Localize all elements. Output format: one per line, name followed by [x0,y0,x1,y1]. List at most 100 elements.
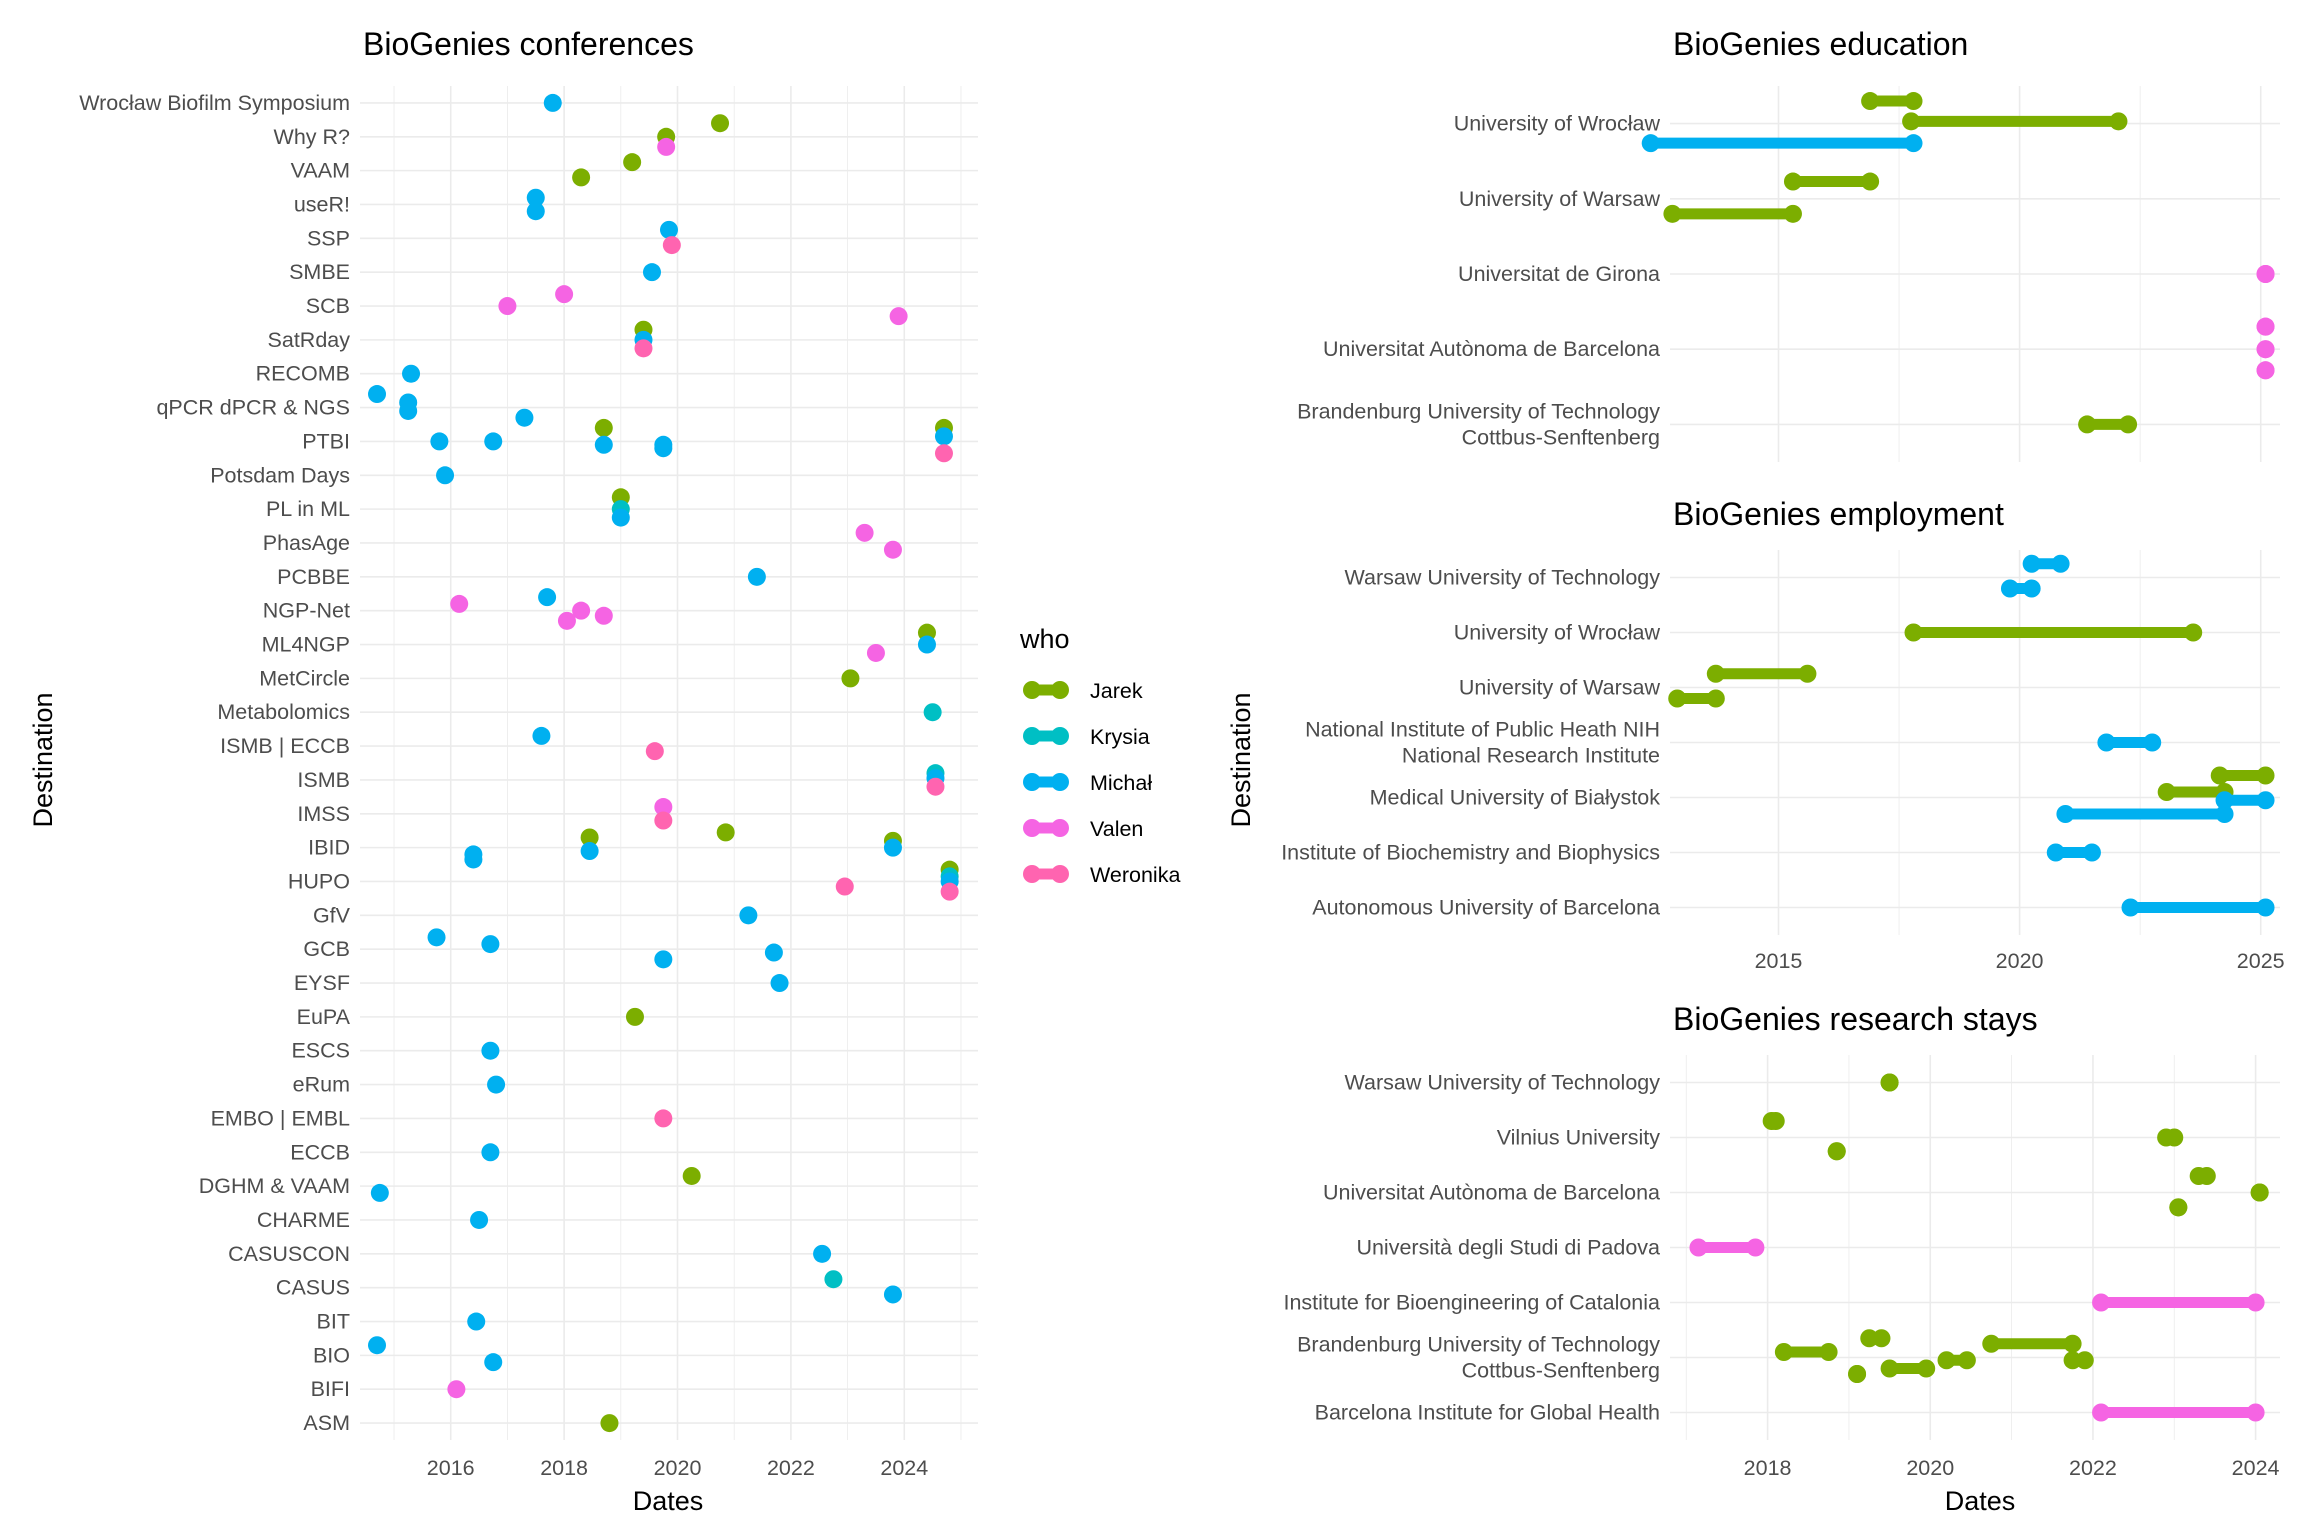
segment-start-jarek [1904,623,1923,642]
point-valen [447,1380,466,1399]
segment-end-jarek [2197,1167,2216,1185]
point-micha [770,974,789,993]
x-tick-label-2020: 2020 [1906,1456,1954,1480]
segment-end-jarek [2109,112,2128,131]
legend-key-end-micha [1051,773,1069,791]
y-tick-label-autonomous-university-of-barcelona: Autonomous University of Barcelona [1312,896,1660,920]
segment-end-micha [1904,134,1923,153]
point-micha [481,935,500,954]
x-tick-label-2015: 2015 [1755,949,1803,973]
legend-key-end-weronika [1051,865,1069,883]
segment-start-micha [2121,898,2140,917]
y-tick-label-ismb-eccb: ISMB | ECCB [220,734,350,758]
y-tick-label-institute-of-biochemistry-and-biophysics: Institute of Biochemistry and Biophysics [1281,841,1660,865]
panel-employment: BioGenies employment Destination Warsaw … [1226,496,2285,973]
segment-start-micha [2097,733,2116,752]
point-valen [883,540,902,559]
point-weronika [645,742,664,761]
segment-end-jarek [1904,92,1923,111]
y-tick-label-pcbbe: PCBBE [277,565,350,589]
segment-end-micha [2256,791,2275,810]
point-micha [883,838,902,857]
point-micha [532,726,551,745]
marks-conferences [368,93,959,1433]
point-micha [813,1244,832,1263]
y-tick-label-satrday: SatRday [268,328,351,352]
y-tick-label-university-of-wroc-aw: University of Wrocław [1454,621,1661,645]
y-tick-label-charme: CHARME [257,1208,350,1232]
point-valen [557,611,576,630]
y-tick-label-potsdam-days: Potsdam Days [210,463,350,487]
x-tick-label-2016: 2016 [427,1456,475,1480]
point-micha [464,850,483,869]
y-tick-label-eccb: ECCB [290,1140,350,1164]
point-micha [368,1336,387,1355]
segment-end-jarek [1917,1359,1936,1378]
y-tick-label-wroc-aw-biofilm-symposium: Wrocław Biofilm Symposium [79,91,350,115]
y-tick-label-pl-in-ml: PL in ML [266,497,350,521]
y-tick-label-embo-embl: EMBO | EMBL [211,1106,350,1130]
y-tick-label-ml4ngp: ML4NGP [262,633,350,657]
point-micha [764,943,783,962]
legend-key-end-krysia [1051,727,1069,745]
y-tick-label-bio: BIO [313,1343,350,1367]
point-micha [917,635,936,654]
y-tick-label-universitat-aut-noma-de-barcelona: Universitat Autònoma de Barcelona [1323,337,1660,361]
point-weronika [654,811,673,830]
point-jarek [600,1414,619,1433]
y-tick-label-imss: IMSS [297,802,350,826]
y-tick-label-recomb: RECOMB [256,362,350,386]
x-tick-label-2022: 2022 [2069,1456,2117,1480]
segment-start-micha [2022,554,2041,573]
segment-start-jarek [2078,415,2097,434]
point-micha [934,427,953,446]
marks-stays [1689,1073,2269,1422]
y-tick-label-university-of-warsaw: University of Warsaw [1459,187,1661,211]
point-jarek [716,823,735,842]
point-micha [526,188,545,207]
point-weronika [926,777,945,796]
segment-start-micha [2046,843,2065,862]
x-tick-label-2020: 2020 [654,1456,702,1480]
point-weronika [654,1109,673,1128]
y-tick-label-asm: ASM [303,1411,350,1435]
segment-end-jarek [2119,415,2138,434]
y-tick-label-scb: SCB [306,294,350,318]
segment-start-micha [2000,579,2019,598]
panel-stays: BioGenies research stays Dates Warsaw Un… [1284,1001,2280,1516]
y-tick-label-phasage: PhasAge [263,531,350,555]
x-tick-label-2024: 2024 [2232,1456,2280,1480]
segment-end-jarek [1880,1073,1899,1092]
legend-key-start-jarek [1023,681,1041,699]
segment-end-valen [2256,340,2275,359]
point-krysia [923,703,942,722]
y-tick-label-casus: CASUS [276,1276,350,1300]
panel-conferences: BioGenies conferences Dates Destination … [28,26,978,1516]
x-tick-label-2020: 2020 [1996,949,2044,973]
y-tick-label-ptbi: PTBI [302,429,350,453]
x-axis-title-stays: Dates [1945,1486,2016,1516]
gridlines-employment [1670,550,2280,935]
point-valen [498,297,517,316]
y-tick-label-dghm-vaam: DGHM & VAAM [199,1174,350,1198]
segment-end-jarek [1706,689,1725,708]
y-tick-label-ssp: SSP [307,226,350,250]
segment-end-valen [2256,265,2275,283]
point-krysia [824,1270,843,1289]
y-tick-label-ibid: IBID [308,836,350,860]
y-tick-label-vilnius-university: Vilnius University [1497,1126,1661,1150]
segment-end-micha [2143,733,2162,752]
segment-start-jarek [1663,204,1682,223]
point-valen [594,606,613,625]
point-micha [370,1183,389,1202]
y-tick-label-ismb: ISMB [297,768,350,792]
point-micha [484,1353,503,1372]
panel-education: BioGenies education University of Wrocła… [1297,26,2280,462]
point-jarek [594,418,613,437]
marks-education [1641,92,2275,434]
segment-end-jarek [1872,1329,1891,1348]
point-valen [572,601,591,620]
y-tick-label-user: useR! [294,192,350,216]
point-micha [481,1143,500,1162]
point-micha [654,950,673,969]
